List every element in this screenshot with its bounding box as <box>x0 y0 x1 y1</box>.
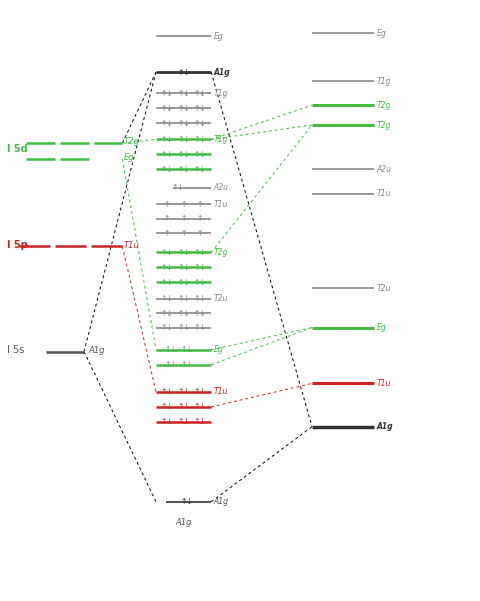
Text: ↑↓: ↑↓ <box>161 263 173 272</box>
Text: ↑: ↑ <box>196 200 203 209</box>
Text: T2g: T2g <box>124 137 140 145</box>
Text: A1g: A1g <box>377 423 394 431</box>
Text: ↑↓: ↑↓ <box>193 403 206 411</box>
Text: ↑↓: ↑↓ <box>181 346 193 354</box>
Text: I 5d: I 5d <box>7 144 28 154</box>
Text: ↑↓: ↑↓ <box>161 278 173 287</box>
Text: ↑↓: ↑↓ <box>161 150 173 159</box>
Text: ↑↓: ↑↓ <box>161 323 173 332</box>
Text: ↑↓: ↑↓ <box>161 403 173 411</box>
Text: ↑↓: ↑↓ <box>193 418 206 426</box>
Text: T2g: T2g <box>377 121 391 129</box>
Text: ↑↓: ↑↓ <box>177 119 190 127</box>
Text: ↑↓: ↑↓ <box>193 309 206 317</box>
Text: ↑↓: ↑↓ <box>177 309 190 317</box>
Text: T1u: T1u <box>377 189 391 198</box>
Text: ↑↓: ↑↓ <box>193 278 206 287</box>
Text: ↑↓: ↑↓ <box>161 89 173 97</box>
Text: ↑↓: ↑↓ <box>161 104 173 112</box>
Text: ↑↓: ↑↓ <box>161 418 173 426</box>
Text: ↑↓: ↑↓ <box>193 104 206 112</box>
Text: ↑↓: ↑↓ <box>177 248 190 257</box>
Text: T2u: T2u <box>377 284 391 293</box>
Text: Eg: Eg <box>377 29 386 37</box>
Text: ↑↓: ↑↓ <box>193 248 206 257</box>
Text: A2u: A2u <box>214 183 228 192</box>
Text: ↑↓: ↑↓ <box>193 323 206 332</box>
Text: Eg: Eg <box>377 323 386 332</box>
Text: ↑↓: ↑↓ <box>161 248 173 257</box>
Text: ↑↓: ↑↓ <box>161 135 173 144</box>
Text: ↑↓: ↑↓ <box>171 183 184 192</box>
Text: I 5s: I 5s <box>7 346 24 355</box>
Text: A1g: A1g <box>89 346 105 355</box>
Text: A2u: A2u <box>377 165 392 174</box>
Text: T1u: T1u <box>124 241 140 249</box>
Text: A1g: A1g <box>176 519 192 527</box>
Text: ↑↓: ↑↓ <box>193 294 206 303</box>
Text: ↑↓: ↑↓ <box>193 388 206 396</box>
Text: ↑: ↑ <box>180 229 187 237</box>
Text: ↑↓: ↑↓ <box>177 388 190 396</box>
Text: ↑↓: ↑↓ <box>177 150 190 159</box>
Text: T1g: T1g <box>214 89 228 97</box>
Text: Eg: Eg <box>124 153 134 162</box>
Text: ↑↓: ↑↓ <box>193 150 206 159</box>
Text: ↑↓: ↑↓ <box>161 119 173 127</box>
Text: ↑↓: ↑↓ <box>193 135 206 144</box>
Text: Eg: Eg <box>214 32 223 40</box>
Text: ↑↓: ↑↓ <box>177 165 190 174</box>
Text: ↑↓: ↑↓ <box>177 104 190 112</box>
Text: ↑↓: ↑↓ <box>177 278 190 287</box>
Text: T1g: T1g <box>377 77 391 85</box>
Text: ↑: ↑ <box>180 200 187 209</box>
Text: ↑↓: ↑↓ <box>177 403 190 411</box>
Text: ↑↓: ↑↓ <box>177 135 190 144</box>
Text: ↑↓: ↑↓ <box>193 89 206 97</box>
Text: ↑↓: ↑↓ <box>193 165 206 174</box>
Text: T1u: T1u <box>214 388 228 396</box>
Text: A1g: A1g <box>214 498 228 506</box>
Text: ↑↓: ↑↓ <box>161 165 173 174</box>
Text: ↑↓: ↑↓ <box>177 263 190 272</box>
Text: ↑↓: ↑↓ <box>193 263 206 272</box>
Text: ↑↓: ↑↓ <box>177 68 190 76</box>
Text: I 5p: I 5p <box>7 240 28 250</box>
Text: ↑↓: ↑↓ <box>193 119 206 127</box>
Text: Eg: Eg <box>214 346 223 354</box>
Text: ↑↓: ↑↓ <box>164 346 177 354</box>
Text: ↑↓: ↑↓ <box>181 498 193 506</box>
Text: ↑↓: ↑↓ <box>161 309 173 317</box>
Text: ↑↓: ↑↓ <box>177 294 190 303</box>
Text: ↑↓: ↑↓ <box>161 388 173 396</box>
Text: T1u: T1u <box>214 200 228 209</box>
Text: ↑↓: ↑↓ <box>177 89 190 97</box>
Text: ↑↓: ↑↓ <box>164 361 177 369</box>
Text: T2g: T2g <box>214 248 228 257</box>
Text: ↑↓: ↑↓ <box>177 323 190 332</box>
Text: ↑: ↑ <box>164 200 170 209</box>
Text: ↑↓: ↑↓ <box>177 418 190 426</box>
Text: T2g: T2g <box>377 101 391 109</box>
Text: ↑: ↑ <box>196 229 203 237</box>
Text: ↑: ↑ <box>180 215 187 223</box>
Text: A1g: A1g <box>214 68 230 76</box>
Text: ↑: ↑ <box>164 215 170 223</box>
Text: ↑: ↑ <box>196 215 203 223</box>
Text: T1g: T1g <box>214 135 228 144</box>
Text: ↑↓: ↑↓ <box>181 361 193 369</box>
Text: ↑: ↑ <box>164 229 170 237</box>
Text: ↑↓: ↑↓ <box>161 294 173 303</box>
Text: T2u: T2u <box>214 294 228 303</box>
Text: T1u: T1u <box>377 379 391 388</box>
